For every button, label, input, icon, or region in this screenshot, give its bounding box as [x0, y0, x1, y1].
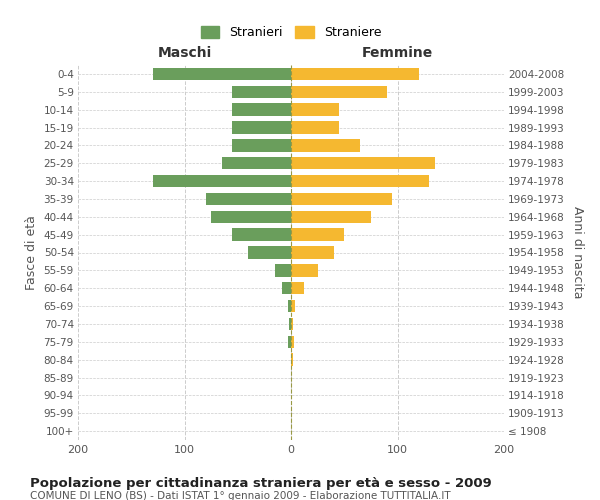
Legend: Stranieri, Straniere: Stranieri, Straniere [197, 22, 385, 43]
Bar [288, 336, 291, 348]
Text: Femmine: Femmine [362, 46, 433, 60]
Bar [206, 192, 291, 205]
Text: COMUNE DI LENO (BS) - Dati ISTAT 1° gennaio 2009 - Elaborazione TUTTITALIA.IT: COMUNE DI LENO (BS) - Dati ISTAT 1° genn… [30, 491, 451, 500]
Bar [232, 121, 291, 134]
Bar [232, 139, 291, 151]
Bar [291, 192, 392, 205]
Bar [291, 139, 360, 151]
Y-axis label: Anni di nascita: Anni di nascita [571, 206, 584, 298]
Bar [152, 175, 291, 188]
Bar [291, 175, 430, 188]
Bar [291, 246, 334, 259]
Bar [291, 264, 317, 276]
Bar [232, 104, 291, 116]
Bar [275, 264, 291, 276]
Bar [291, 68, 419, 80]
Bar [291, 157, 435, 170]
Bar [291, 228, 344, 241]
Bar [291, 318, 293, 330]
Bar [289, 318, 291, 330]
Bar [211, 210, 291, 223]
Bar [283, 282, 291, 294]
Text: Popolazione per cittadinanza straniera per età e sesso - 2009: Popolazione per cittadinanza straniera p… [30, 478, 492, 490]
Bar [288, 300, 291, 312]
Bar [291, 86, 387, 98]
Bar [291, 121, 339, 134]
Bar [232, 228, 291, 241]
Bar [232, 86, 291, 98]
Bar [291, 104, 339, 116]
Bar [291, 354, 293, 366]
Bar [291, 210, 371, 223]
Y-axis label: Fasce di età: Fasce di età [25, 215, 38, 290]
Text: Maschi: Maschi [157, 46, 212, 60]
Bar [222, 157, 291, 170]
Bar [291, 282, 304, 294]
Bar [248, 246, 291, 259]
Bar [152, 68, 291, 80]
Bar [291, 336, 294, 348]
Bar [291, 300, 295, 312]
